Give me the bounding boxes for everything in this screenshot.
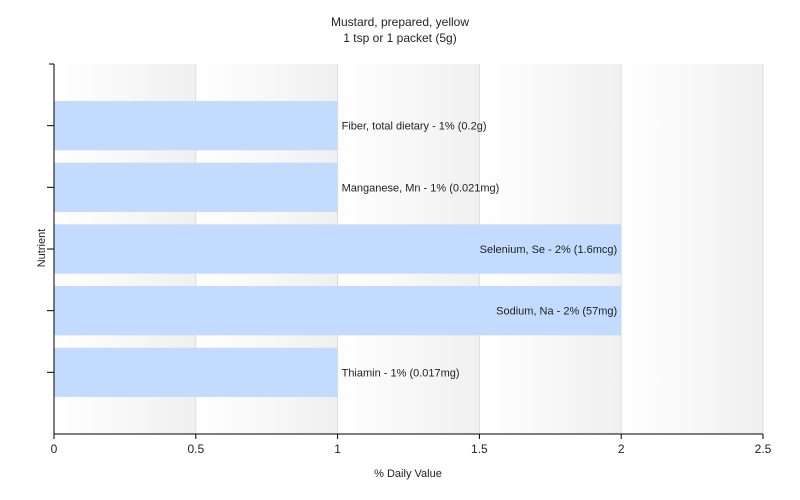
bar (54, 286, 622, 336)
chart-title-block: Mustard, prepared, yellow 1 tsp or 1 pac… (0, 14, 800, 46)
axes: 0 0.5 1 1.5 2 2.5 (47, 63, 772, 456)
data-label: Sodium, Na - 2% (57mg) (496, 306, 617, 318)
x-tick-label: 1 (334, 442, 341, 456)
bars (54, 101, 622, 397)
bar (54, 347, 338, 397)
chart-title: Mustard, prepared, yellow (330, 15, 470, 29)
bar (54, 224, 622, 274)
x-tick-label: 2 (618, 442, 625, 456)
data-labels: Fiber, total dietary - 1% (0.2g) Manganes… (342, 121, 618, 380)
x-tick-label: 1.5 (471, 442, 488, 456)
data-label: Thiamin - 1% (0.017mg) (342, 367, 460, 379)
x-axis-title: % Daily Value (374, 468, 442, 480)
bar (54, 101, 338, 151)
plot-band (621, 64, 763, 434)
chart-subtitle: 1 tsp or 1 packet (5g) (343, 31, 457, 45)
data-label: Manganese, Mn - 1% (0.021mg) (342, 182, 500, 194)
bar (54, 162, 338, 212)
data-label: Selenium, Se - 2% (1.6mcg) (480, 244, 618, 256)
x-tick-label: 0.5 (187, 442, 204, 456)
y-axis-title: Nutrient (36, 229, 48, 268)
data-label: Fiber, total dietary - 1% (0.2g) (342, 121, 487, 133)
x-tick-label: 0 (51, 442, 58, 456)
x-tick-label: 2.5 (755, 442, 772, 456)
